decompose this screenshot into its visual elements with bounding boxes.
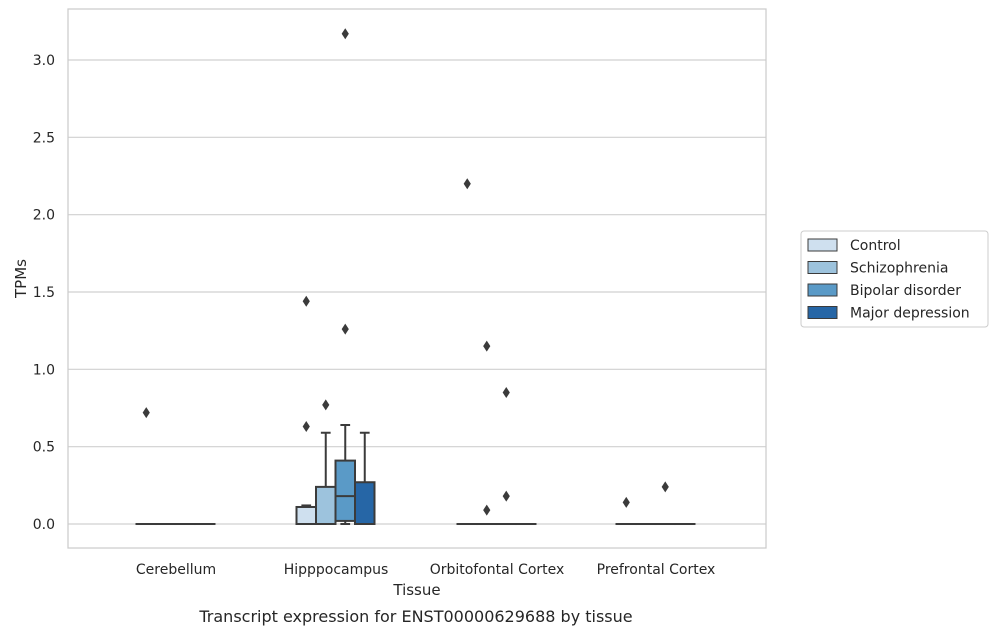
box-control xyxy=(456,178,478,526)
outlier-point xyxy=(502,387,510,399)
legend: Control Schizophrenia Bipolar disorder Majo… xyxy=(800,230,989,328)
box-control xyxy=(615,496,637,526)
plot-frame xyxy=(67,8,767,549)
legend-label: Schizophrenia xyxy=(850,261,948,277)
x-tick-label: Hipppocampus xyxy=(284,562,389,578)
x-tick-label: Prefrontal Cortex xyxy=(597,562,716,578)
y-axis-ticks: 0.0 0.5 1.0 1.5 2.0 2.5 3.0 xyxy=(33,53,55,533)
x-axis-label: Tissue xyxy=(392,581,440,599)
y-tick-label: 1.0 xyxy=(33,362,55,378)
x-axis-ticks: Cerebellum Hipppocampus Orbitofontal Corte… xyxy=(136,562,715,578)
y-tick-label: 2.5 xyxy=(33,130,55,146)
outlier-point xyxy=(341,323,349,335)
y-tick-label: 0.0 xyxy=(33,517,55,533)
y-tick-label: 2.0 xyxy=(33,208,55,224)
y-tick-label: 3.0 xyxy=(33,53,55,69)
box-iqr xyxy=(334,459,356,522)
box-schizophrenia xyxy=(476,340,498,526)
outlier-point xyxy=(661,481,669,493)
legend-label: Bipolar disorder xyxy=(850,283,961,299)
y-tick-label: 1.5 xyxy=(33,285,55,301)
legend-swatch xyxy=(807,261,838,274)
outlier-point xyxy=(483,504,491,516)
outlier-point xyxy=(341,28,349,40)
legend-swatch xyxy=(807,238,838,252)
outlier-point xyxy=(502,490,510,502)
grid-lines xyxy=(68,59,766,525)
legend-frame xyxy=(800,230,989,328)
box-bipolar-disorder xyxy=(654,481,676,526)
legend-label: Major depression xyxy=(850,306,970,322)
box-major-depression xyxy=(354,431,376,525)
box-schizophrenia xyxy=(315,399,337,526)
x-tick-label: Cerebellum xyxy=(136,562,216,578)
outlier-point xyxy=(142,407,150,419)
box-iqr xyxy=(295,505,317,525)
legend-label: Control xyxy=(850,238,901,254)
box-control xyxy=(135,407,157,526)
outlier-point xyxy=(463,178,471,190)
outlier-point xyxy=(622,496,630,508)
outlier-point xyxy=(322,399,330,411)
outlier-point xyxy=(483,340,491,352)
box-iqr xyxy=(354,481,376,525)
outlier-point xyxy=(302,295,310,307)
legend-swatch xyxy=(807,306,838,319)
box-groups xyxy=(135,28,696,526)
x-tick-label: Orbitofontal Cortex xyxy=(430,562,565,578)
legend-swatch xyxy=(807,283,838,297)
outlier-point xyxy=(302,421,310,433)
box-bipolar-disorder xyxy=(495,387,517,526)
y-axis-label: TPMs xyxy=(12,259,30,299)
box-bipolar-disorder xyxy=(334,28,356,525)
y-tick-label: 0.5 xyxy=(33,440,55,456)
box-control xyxy=(295,295,317,525)
box-iqr xyxy=(315,485,337,526)
chart-caption: Transcript expression for ENST0000062968… xyxy=(198,607,632,626)
